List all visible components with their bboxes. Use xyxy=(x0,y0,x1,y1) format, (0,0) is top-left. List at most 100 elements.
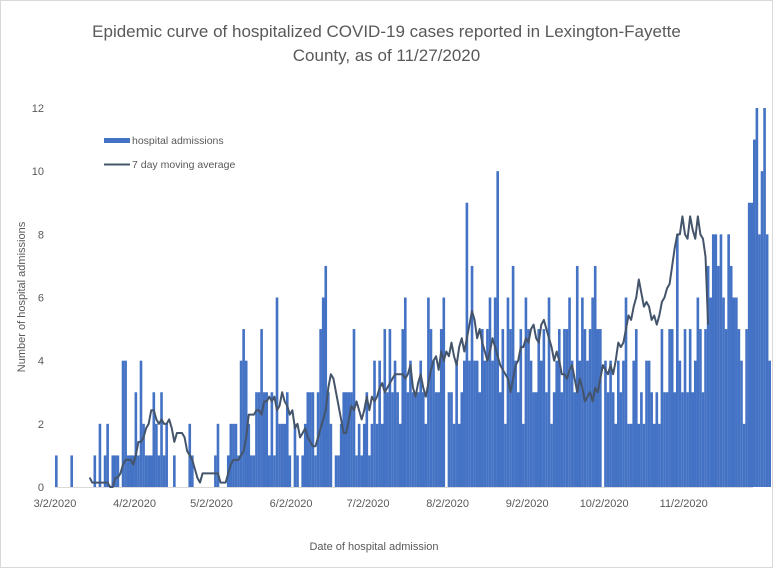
bar xyxy=(563,329,566,487)
bar xyxy=(496,171,499,488)
bar xyxy=(339,423,343,487)
bar xyxy=(334,455,338,487)
bar xyxy=(717,265,720,487)
bar xyxy=(537,329,541,487)
bar xyxy=(722,297,725,487)
legend-label-line: 7 day moving average xyxy=(132,159,235,171)
bar xyxy=(283,423,287,487)
bar xyxy=(760,171,764,488)
bar xyxy=(139,360,143,487)
bar xyxy=(355,455,358,487)
bar xyxy=(314,455,317,487)
bar xyxy=(645,360,648,487)
bar xyxy=(727,234,730,487)
bar xyxy=(111,455,115,487)
bar xyxy=(439,329,443,487)
bar xyxy=(491,360,494,487)
bar xyxy=(350,392,353,487)
bar xyxy=(388,329,392,487)
bar xyxy=(504,423,507,487)
bar xyxy=(478,392,482,487)
bar xyxy=(768,360,772,487)
x-tick-label: 3/2/2020 xyxy=(34,498,77,510)
bar xyxy=(260,329,263,487)
bar xyxy=(545,392,548,487)
legend-swatch-bars xyxy=(104,138,130,143)
bar xyxy=(342,392,346,487)
bar xyxy=(252,455,256,487)
legend-label-bars: hospital admissions xyxy=(132,135,224,147)
bar xyxy=(429,329,433,487)
x-tick-label: 11/2/2020 xyxy=(660,498,708,510)
bar xyxy=(278,423,281,487)
bar xyxy=(137,455,140,487)
bar xyxy=(157,455,161,487)
bar xyxy=(239,360,243,487)
bar xyxy=(383,329,387,487)
bar xyxy=(540,360,543,487)
bar xyxy=(658,423,661,487)
bar xyxy=(270,392,274,487)
bar xyxy=(640,392,643,487)
bar xyxy=(327,392,330,487)
bar xyxy=(719,234,723,487)
x-tick-label: 8/2/2020 xyxy=(426,498,469,510)
bar xyxy=(668,329,671,487)
bar xyxy=(745,329,748,487)
bar xyxy=(729,265,733,487)
bar xyxy=(142,423,145,487)
bar xyxy=(637,423,641,487)
y-axis-title: Number of hospital admissions xyxy=(16,221,28,372)
bar xyxy=(416,392,420,487)
bar xyxy=(321,297,325,487)
bar xyxy=(406,392,410,487)
bar xyxy=(419,360,423,487)
bar xyxy=(506,297,510,487)
bar xyxy=(216,423,220,487)
bar xyxy=(329,423,333,487)
bar xyxy=(368,455,371,487)
bar xyxy=(509,329,512,487)
bar xyxy=(103,455,107,487)
bar xyxy=(593,265,597,487)
bar xyxy=(616,360,620,487)
bar xyxy=(275,297,279,487)
bar xyxy=(688,329,692,487)
bar xyxy=(432,360,435,487)
bar xyxy=(247,423,251,487)
bar xyxy=(409,360,412,487)
bar xyxy=(568,297,571,487)
bar xyxy=(437,392,440,487)
y-tick-label: 4 xyxy=(38,356,44,368)
x-tick-label: 10/2/2020 xyxy=(580,498,629,510)
bar xyxy=(683,329,687,487)
bar xyxy=(398,423,402,487)
bar xyxy=(257,392,261,487)
bar xyxy=(447,392,451,487)
bar xyxy=(753,139,756,487)
bar xyxy=(237,455,240,487)
bar xyxy=(552,392,556,487)
bar xyxy=(740,360,743,487)
bar xyxy=(160,392,163,487)
bar xyxy=(106,423,109,487)
bar xyxy=(434,392,438,487)
bar xyxy=(758,234,761,487)
bar xyxy=(173,455,176,487)
bar xyxy=(524,297,528,487)
bar xyxy=(267,455,271,487)
bar xyxy=(493,297,497,487)
bar xyxy=(234,423,238,487)
bar xyxy=(285,392,289,487)
x-tick-label: 9/2/2020 xyxy=(506,498,549,510)
bar xyxy=(370,423,374,487)
bar xyxy=(514,360,517,487)
bar xyxy=(665,392,669,487)
bar xyxy=(676,234,679,487)
bar xyxy=(421,392,425,487)
chart-title-line-2: County, as of 11/27/2020 xyxy=(292,46,481,65)
bar xyxy=(301,455,304,487)
bar xyxy=(293,423,297,487)
bar xyxy=(624,297,628,487)
